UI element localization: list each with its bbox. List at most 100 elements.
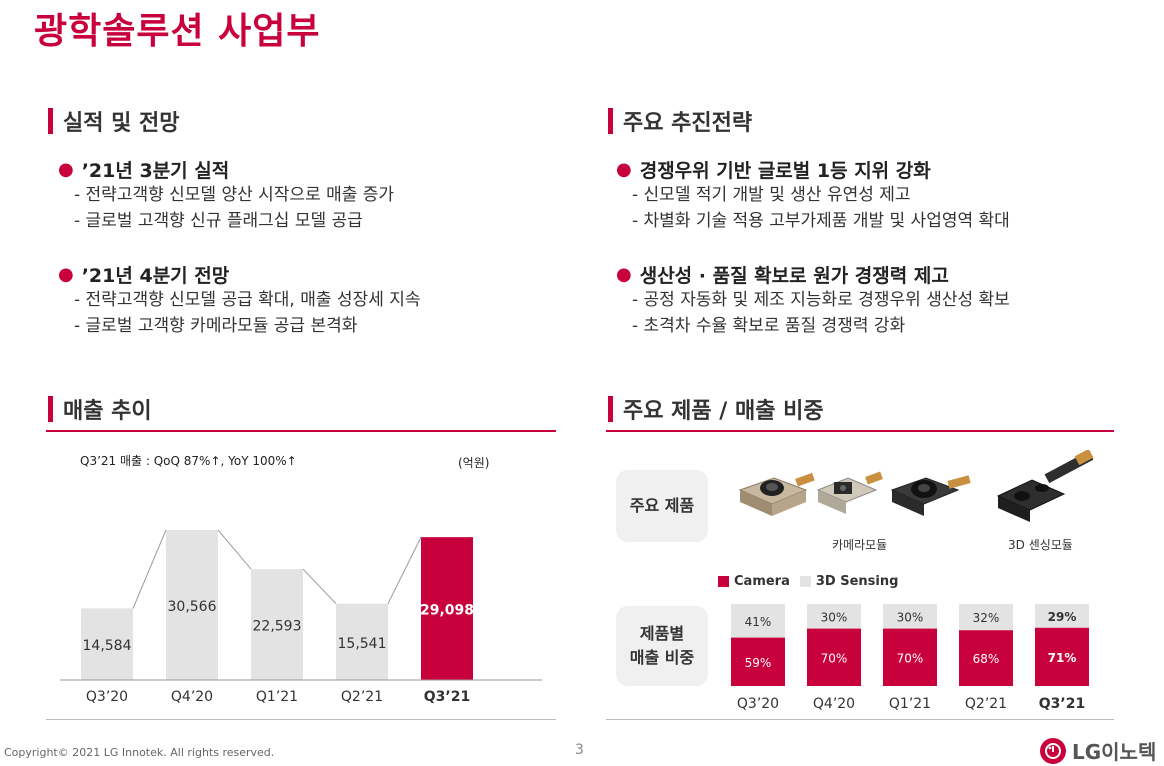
sales-labels: 14,584 30,566 22,593 15,541 29,098 — [83, 599, 475, 654]
sub-item: - 차별화 기술 적용 고부가제품 개발 및 사업영역 확대 — [632, 211, 1010, 231]
share-bar-3d-sensing — [731, 604, 785, 638]
share-x-label: Q4’20 — [813, 696, 855, 712]
share-label-line-2: 매출 비중 — [629, 648, 695, 667]
sales-x-label: Q4’20 — [171, 689, 213, 705]
share-labels: 41% 59% 30% 70% 30% 70% 32% 68% 29% 71% — [745, 610, 1077, 670]
sub-item: - 신모델 적기 개발 및 생산 유연성 제고 — [632, 185, 911, 205]
share-camera-label: 70% — [897, 651, 924, 665]
share-bar-3d-sensing — [883, 604, 937, 629]
bullet-text: ’21년 3분기 실적 — [81, 159, 230, 182]
share-x-label: Q3’20 — [737, 696, 779, 712]
sub-item: - 전략고객향 신모델 양산 시작으로 매출 증가 — [74, 185, 395, 205]
section-rule — [46, 430, 556, 432]
sales-bar — [251, 569, 303, 680]
bullet-dot-icon: ● — [616, 263, 632, 285]
share-bars — [731, 604, 1089, 686]
bullet-dot-icon: ● — [58, 158, 74, 180]
section-title: 주요 제품 / 매출 비중 — [623, 399, 824, 424]
sales-connector-line — [217, 529, 252, 570]
section-title: 매출 추이 — [63, 399, 152, 424]
camera-module-image — [738, 471, 971, 516]
share-x-labels: Q3’20 Q4’20 Q1’21 Q2’21 Q3’21 — [737, 696, 1085, 712]
share-x-label: Q1’21 — [889, 696, 931, 712]
page-number: 3 — [575, 742, 584, 758]
share-bar-3d-sensing — [959, 604, 1013, 631]
share-camera-label: 70% — [821, 651, 848, 665]
sub-item: - 초격차 수율 확보로 품질 경쟁력 강화 — [632, 316, 906, 336]
share-bar-camera — [731, 637, 785, 686]
share-chart: 41% 59% 30% 70% 30% 70% 32% 68% 29% 71% Q3’20 Q4’2… — [731, 604, 1089, 712]
strategy-list: ● 경쟁우위 기반 글로벌 1등 지위 강화 - 신모델 적기 개발 및 생산 유… — [616, 156, 1010, 339]
copyright: Copyright© 2021 LG Innotek. All rights r… — [4, 746, 275, 759]
bullet-text: ’21년 4분기 전망 — [81, 264, 230, 287]
share-legend: Camera 3D Sensing — [718, 574, 898, 589]
sales-x-label: Q3’20 — [86, 689, 128, 705]
sales-connector-line — [302, 568, 337, 605]
share-3d-sensing-label: 32% — [973, 611, 1000, 625]
sales-bar — [166, 529, 218, 680]
share-3d-sensing-label: 30% — [821, 610, 848, 624]
section-marker — [608, 108, 613, 134]
share-bar-camera — [959, 630, 1013, 686]
bottom-rule — [46, 719, 556, 720]
share-x-label: Q3’21 — [1039, 696, 1085, 712]
main-products-label: 주요 제품 — [616, 470, 708, 542]
section-title: 실적 및 전망 — [63, 111, 180, 136]
section-header-sales: 매출 추이 — [48, 394, 152, 424]
legend-3d-sensing-label: 3D Sensing — [815, 574, 899, 589]
section-header-performance: 실적 및 전망 — [48, 106, 180, 136]
sales-x-label: Q3’21 — [424, 689, 470, 705]
bottom-rule — [606, 719, 1114, 720]
section-marker — [48, 396, 53, 422]
bullet-strategy-2: ● 생산성 · 품질 확보로 원가 경쟁력 제고 — [616, 261, 1010, 287]
sales-value-label: 15,541 — [338, 636, 387, 652]
share-3d-sensing-label: 29% — [1048, 610, 1077, 624]
bullet-dot-icon: ● — [616, 158, 632, 180]
camera-module-2 — [816, 471, 883, 514]
share-label-box: 제품별 매출 비중 — [616, 606, 708, 686]
share-bar-camera — [1035, 627, 1089, 686]
share-camera-label: 59% — [745, 656, 772, 670]
sales-x-labels: Q3’20 Q4’20 Q1’21 Q2’21 Q3’21 — [86, 689, 470, 705]
section-marker — [608, 396, 613, 422]
sales-bar — [421, 537, 473, 680]
legend-camera-swatch — [718, 576, 729, 587]
3d-sensing-module-image — [996, 450, 1094, 522]
section-rule — [606, 430, 1114, 432]
share-camera-label: 71% — [1048, 651, 1077, 665]
sales-connector-line — [132, 529, 167, 609]
sub-item: - 공정 자동화 및 제조 지능화로 경쟁우위 생산성 확보 — [632, 290, 1010, 310]
camera-module-caption: 카메라모듈 — [832, 538, 888, 552]
sales-growth-note: Q3’21 매출 : QoQ 87%↑, YoY 100%↑ — [80, 454, 297, 468]
camera-module-3 — [890, 475, 971, 516]
camera-module-1 — [738, 472, 815, 516]
legend-camera-label: Camera — [734, 574, 790, 589]
3d-sensing-caption: 3D 센싱모듈 — [1008, 538, 1073, 552]
bullet-strategy-1: ● 경쟁우위 기반 글로벌 1등 지위 강화 — [616, 156, 1010, 182]
logo-text: LG이노텍 — [1072, 740, 1157, 764]
unit-label: (억원) — [458, 456, 490, 470]
sales-x-label: Q2’21 — [341, 689, 383, 705]
bullet-q4: ● ’21년 4분기 전망 — [58, 261, 421, 287]
share-x-label: Q2’21 — [965, 696, 1007, 712]
performance-list: ● ’21년 3분기 실적 - 전략고객향 신모델 양산 시작으로 매출 증가 -… — [58, 156, 421, 339]
sales-connector-line — [387, 536, 422, 604]
sales-value-label: 14,584 — [83, 638, 132, 654]
sales-bar — [336, 603, 388, 680]
lg-innotek-logo: LG이노텍 — [1040, 736, 1156, 765]
sales-value-label: 22,593 — [253, 619, 302, 635]
page-title: 광학솔루션 사업부 — [34, 11, 321, 52]
sales-value-label: 29,098 — [420, 603, 474, 619]
bullet-dot-icon: ● — [58, 263, 74, 285]
sales-bars — [81, 529, 473, 680]
sub-item: - 전략고객향 신모델 공급 확대, 매출 성장세 지속 — [74, 290, 421, 310]
share-bar-camera — [807, 628, 861, 686]
sales-connectors — [132, 529, 422, 609]
bullet-text: 경쟁우위 기반 글로벌 1등 지위 강화 — [639, 159, 931, 182]
bullet-q3: ● ’21년 3분기 실적 — [58, 156, 421, 182]
section-header-products: 주요 제품 / 매출 비중 — [608, 394, 824, 424]
sales-bar — [81, 608, 133, 680]
legend-3d-sensing-swatch — [799, 576, 811, 587]
share-bar-3d-sensing — [807, 604, 861, 629]
